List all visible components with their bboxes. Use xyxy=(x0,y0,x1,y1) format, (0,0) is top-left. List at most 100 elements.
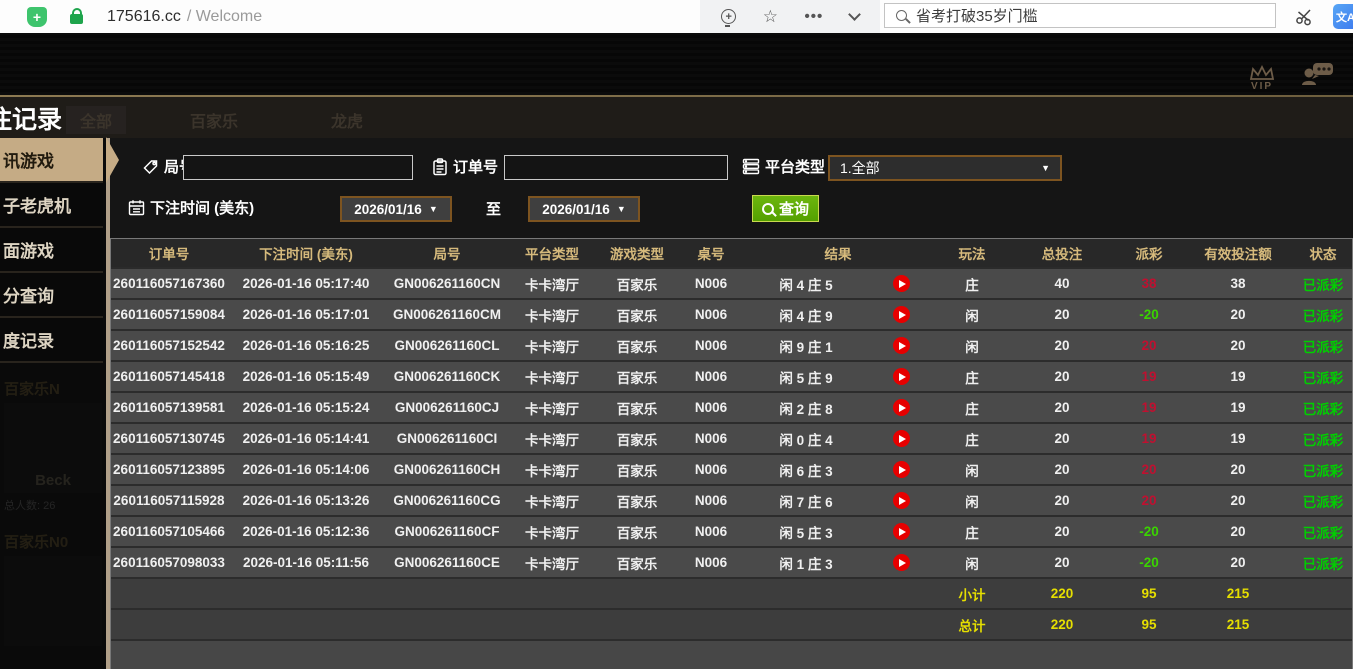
ghost-tab-all: 全部 xyxy=(66,106,127,134)
customer-service-icon[interactable] xyxy=(1301,61,1335,92)
vip-button[interactable]: VIP xyxy=(1249,65,1275,92)
scissors-icon[interactable] xyxy=(1295,7,1314,31)
ghost-tab-dragontiger: 龙虎 xyxy=(331,114,364,131)
order-number-label: 订单号 xyxy=(432,156,498,177)
cell-result: 闲 1 庄 3 xyxy=(779,556,833,572)
collections-plus-icon[interactable]: + xyxy=(721,9,737,27)
col-status: 状态 xyxy=(1291,239,1352,269)
sidebar-item-slots[interactable]: 子老虎机 xyxy=(0,183,103,228)
cell-platform: 卡卡湾厅 xyxy=(525,556,579,572)
play-video-icon[interactable] xyxy=(892,523,910,540)
cell-platform: 卡卡湾厅 xyxy=(525,339,579,355)
records-table: 订单号 下注时间 (美东) 局号 平台类型 游戏类型 桌号 结果 玩法 总投注 … xyxy=(111,239,1352,641)
cell-order: 260116057130745 xyxy=(113,431,225,446)
sidebar-item-points-query[interactable]: 分查询 xyxy=(0,273,103,318)
cell-time: 2026-01-16 05:14:06 xyxy=(242,462,370,477)
cell-valid: 38 xyxy=(1230,276,1246,291)
cell-status: 已派彩 xyxy=(1302,432,1344,448)
cell-game: 百家乐 xyxy=(616,308,658,324)
cell-result: 闲 0 庄 4 xyxy=(779,432,833,448)
cell-play xyxy=(869,392,933,423)
browser-bar: + 175616.cc / Welcome + ☆ ••• 省考打破35岁门槛 文… xyxy=(0,0,1353,33)
cell-game: 百家乐 xyxy=(616,339,658,355)
cell-order: 260116057105466 xyxy=(113,524,225,539)
translate-icon[interactable]: 文A xyxy=(1333,4,1353,29)
grandtotal-row-valid: 215 xyxy=(1226,617,1250,632)
lock-icon[interactable] xyxy=(70,8,83,24)
play-video-icon[interactable] xyxy=(892,399,910,416)
adblock-shield-icon[interactable]: + xyxy=(27,6,47,27)
play-video-icon[interactable] xyxy=(892,554,910,571)
subtotal-row-total: 220 xyxy=(1050,586,1074,601)
col-round: 局号 xyxy=(385,239,509,269)
order-number-input[interactable] xyxy=(504,155,728,180)
cell-order: 260116057115928 xyxy=(113,493,225,508)
grandtotal-row-total: 220 xyxy=(1050,617,1074,632)
cell-bet: 庄 xyxy=(965,277,979,293)
platform-type-select[interactable]: 1.全部 ▼ xyxy=(828,155,1062,181)
query-button[interactable]: 查询 xyxy=(752,195,820,222)
table-row: 260116057167360 2026-01-16 05:17:40 GN0062… xyxy=(111,268,1352,299)
play-video-icon[interactable] xyxy=(892,430,910,447)
play-video-icon[interactable] xyxy=(892,368,910,385)
cell-round: GN006261160CM xyxy=(392,307,502,322)
caret-down-icon: ▼ xyxy=(616,204,626,214)
cell-round: GN006261160CN xyxy=(393,276,501,291)
sidebar-item-table-games[interactable]: 面游戏 xyxy=(0,228,103,273)
sidebar: 讯游戏 子老虎机 面游戏 分查询 度记录 百家乐N Beck 总人数: 26 xyxy=(0,138,110,669)
vip-label: VIP xyxy=(1250,81,1274,92)
play-video-icon[interactable] xyxy=(892,461,910,478)
cell-status: 已派彩 xyxy=(1302,370,1344,386)
cell-status: 已派彩 xyxy=(1302,525,1344,541)
cell-result: 闲 9 庄 1 xyxy=(779,339,833,355)
records-table-container: 订单号 下注时间 (美东) 局号 平台类型 游戏类型 桌号 结果 玩法 总投注 … xyxy=(110,238,1353,669)
cell-payout: 19 xyxy=(1141,369,1157,384)
subtotal-row-valid: 215 xyxy=(1226,586,1250,601)
cell-status: 已派彩 xyxy=(1302,339,1344,355)
cell-status: 已派彩 xyxy=(1302,463,1344,479)
table-header-row: 订单号 下注时间 (美东) 局号 平台类型 游戏类型 桌号 结果 玩法 总投注 … xyxy=(111,239,1352,269)
date-to-select[interactable]: 2026/01/16 ▼ xyxy=(528,196,640,222)
cell-table: N006 xyxy=(694,338,728,353)
sidebar-item-live-games[interactable]: 讯游戏 xyxy=(0,138,103,183)
table-row: 260116057159084 2026-01-16 05:17:01 GN0062… xyxy=(111,299,1352,330)
play-video-icon[interactable] xyxy=(892,275,910,292)
cell-bet: 闲 xyxy=(965,494,979,510)
round-number-input[interactable] xyxy=(183,155,413,180)
caret-down-icon: ▼ xyxy=(428,204,438,214)
cell-round: GN006261160CK xyxy=(393,369,501,384)
col-bet: 玩法 xyxy=(933,239,1011,269)
more-menu-icon[interactable]: ••• xyxy=(804,8,824,25)
content-panel: 局号 订单号 平台类型 xyxy=(110,138,1353,669)
table-row: 260116057130745 2026-01-16 05:14:41 GN0062… xyxy=(111,423,1352,454)
play-video-icon[interactable] xyxy=(892,306,910,323)
play-video-icon[interactable] xyxy=(892,492,910,509)
browser-search-box[interactable]: 省考打破35岁门槛 xyxy=(884,3,1276,28)
caret-down-icon: ▼ xyxy=(1041,163,1050,173)
cell-play xyxy=(869,547,933,578)
cell-valid: 20 xyxy=(1230,555,1246,570)
favorite-star-icon[interactable]: ☆ xyxy=(762,7,778,26)
chevron-down-icon[interactable] xyxy=(847,8,861,21)
cell-table: N006 xyxy=(694,400,728,415)
play-video-icon[interactable] xyxy=(892,337,910,354)
cell-round: GN006261160CF xyxy=(394,524,500,539)
cell-game: 百家乐 xyxy=(616,525,658,541)
cell-platform: 卡卡湾厅 xyxy=(525,308,579,324)
sidebar-item-credit-records[interactable]: 度记录 xyxy=(0,318,103,363)
cell-total: 20 xyxy=(1054,462,1070,477)
date-from-select[interactable]: 2026/01/16 ▼ xyxy=(340,196,452,222)
url-text[interactable]: 175616.cc / Welcome xyxy=(107,8,262,26)
page-title: 注记录 xyxy=(0,105,62,134)
cell-table: N006 xyxy=(694,431,728,446)
cell-time: 2026-01-16 05:15:24 xyxy=(242,400,370,415)
calendar-icon xyxy=(128,200,145,216)
cell-result: 闲 4 庄 5 xyxy=(779,277,833,293)
cell-game: 百家乐 xyxy=(616,401,658,417)
cell-round: GN006261160CG xyxy=(393,493,501,508)
table-row: 260116057115928 2026-01-16 05:13:26 GN0062… xyxy=(111,485,1352,516)
cell-play xyxy=(869,330,933,361)
clipboard-icon xyxy=(433,157,447,175)
cell-table: N006 xyxy=(694,462,728,477)
